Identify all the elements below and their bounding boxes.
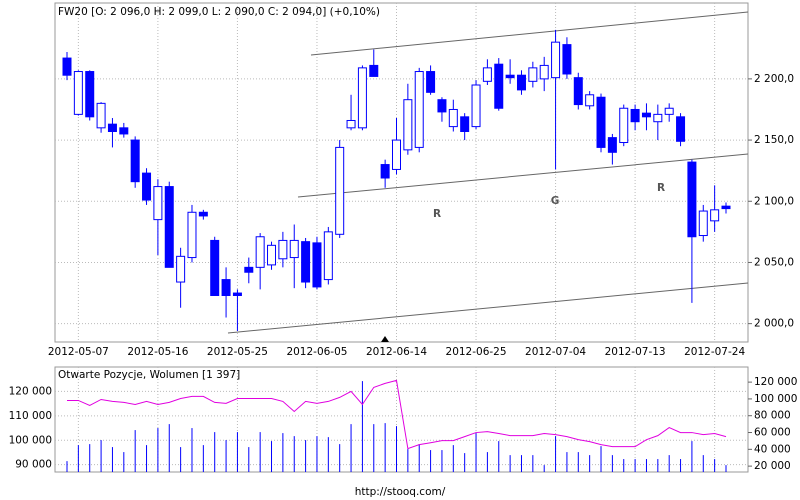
annotation: G bbox=[551, 195, 560, 207]
trend-line bbox=[297, 153, 749, 198]
y-tick-label: 2 100,0 bbox=[754, 195, 794, 207]
candle-body bbox=[221, 279, 231, 296]
trend-line bbox=[310, 11, 749, 56]
candle-body bbox=[107, 123, 117, 133]
y-tick-label: 100 000 bbox=[9, 434, 52, 446]
y-tick-label: 2 200,0 bbox=[754, 73, 794, 85]
candle-body bbox=[357, 67, 367, 129]
x-tick-label: 2012-07-04 bbox=[525, 346, 586, 358]
candle-body bbox=[562, 44, 572, 75]
candle-body bbox=[721, 205, 731, 210]
candle-body bbox=[607, 137, 617, 153]
y-tick-label: 2 000,0 bbox=[754, 318, 794, 330]
chart-title: FW20 [O: 2 096,0 H: 2 099,0 L: 2 090,0 C… bbox=[58, 6, 380, 18]
candle-body bbox=[528, 67, 538, 82]
candle-body bbox=[505, 74, 515, 79]
candle-body bbox=[187, 211, 197, 259]
candle-body bbox=[301, 241, 311, 283]
y-tick-label: 90 000 bbox=[15, 459, 52, 471]
candle-body bbox=[369, 64, 379, 77]
y-tick-label: 110 000 bbox=[9, 410, 52, 422]
annotation: R bbox=[433, 208, 441, 220]
x-tick-label: 2012-07-13 bbox=[605, 346, 666, 358]
candle-body bbox=[437, 99, 447, 113]
footer: http://stooq.com/ bbox=[355, 486, 446, 498]
candle-body bbox=[119, 127, 129, 135]
candle-body bbox=[426, 71, 436, 93]
candle-body bbox=[676, 116, 686, 142]
candle-body bbox=[471, 84, 481, 128]
candle-body bbox=[414, 71, 424, 148]
candle-body bbox=[130, 139, 140, 183]
y2-tick-label: 100 000 bbox=[754, 393, 797, 405]
candle-body bbox=[312, 242, 322, 288]
volume-panel bbox=[54, 366, 749, 473]
candle-body bbox=[539, 64, 549, 80]
x-tick-label: 2012-06-05 bbox=[286, 346, 347, 358]
candle-body bbox=[278, 239, 288, 260]
candle-body bbox=[153, 186, 163, 221]
candle-body bbox=[687, 161, 697, 238]
candle-body bbox=[380, 164, 390, 179]
candle-body bbox=[585, 94, 595, 107]
candle-body bbox=[653, 113, 663, 123]
candle-body bbox=[62, 57, 72, 76]
y2-tick-label: 120 000 bbox=[754, 376, 797, 388]
candle-body bbox=[630, 108, 640, 123]
candle-body bbox=[267, 244, 277, 266]
trend-line bbox=[227, 282, 749, 334]
candle-body bbox=[176, 255, 186, 283]
candle-body bbox=[346, 119, 356, 129]
candle-body bbox=[73, 71, 83, 115]
candle-body bbox=[460, 116, 470, 133]
candle-body bbox=[323, 231, 333, 281]
candle-body bbox=[142, 172, 152, 201]
candle-body bbox=[516, 74, 526, 91]
y-tick-label: 2 050,0 bbox=[754, 256, 794, 268]
candle-body bbox=[551, 41, 561, 79]
candle-body bbox=[198, 211, 208, 217]
candle-body bbox=[164, 186, 174, 268]
candle-body bbox=[392, 139, 401, 170]
panel-title: Otwarte Pozycje, Wolumen [1 397] bbox=[58, 369, 240, 381]
candle-body bbox=[710, 209, 720, 222]
x-tick-label: 2012-07-24 bbox=[684, 346, 745, 358]
y2-tick-label: 40 000 bbox=[754, 443, 791, 455]
candle-body bbox=[289, 239, 299, 259]
candle-body bbox=[335, 146, 345, 235]
candle-body bbox=[664, 107, 674, 115]
candle-body bbox=[96, 102, 106, 129]
x-tick-label: 2012-06-25 bbox=[446, 346, 507, 358]
x-tick-label: 2012-05-16 bbox=[127, 346, 188, 358]
open-interest-line bbox=[67, 379, 727, 450]
annotation: R bbox=[657, 182, 665, 194]
candle-body bbox=[619, 107, 629, 144]
candle-body bbox=[232, 292, 242, 296]
y2-tick-label: 20 000 bbox=[754, 460, 791, 472]
candle-body bbox=[403, 99, 413, 151]
candle-body bbox=[448, 108, 458, 128]
candle-body bbox=[494, 63, 504, 109]
y-tick-label: 2 150,0 bbox=[754, 134, 794, 146]
candle-body bbox=[641, 112, 651, 118]
x-tick-label: 2012-06-14 bbox=[366, 346, 427, 358]
y-tick-label: 120 000 bbox=[9, 385, 52, 397]
y2-tick-label: 60 000 bbox=[754, 427, 791, 439]
x-tick-label: 2012-05-07 bbox=[48, 346, 109, 358]
price-panel bbox=[54, 2, 749, 343]
candle-body bbox=[85, 71, 95, 118]
marker bbox=[381, 336, 389, 342]
candle-body bbox=[698, 210, 708, 237]
candle-body bbox=[596, 96, 606, 148]
candle-body bbox=[244, 266, 254, 273]
candle-body bbox=[482, 67, 492, 82]
y2-tick-label: 80 000 bbox=[754, 410, 791, 422]
x-tick-label: 2012-05-25 bbox=[207, 346, 268, 358]
candle-body bbox=[210, 239, 220, 296]
candle-body bbox=[573, 77, 583, 106]
candle-body bbox=[255, 236, 265, 268]
